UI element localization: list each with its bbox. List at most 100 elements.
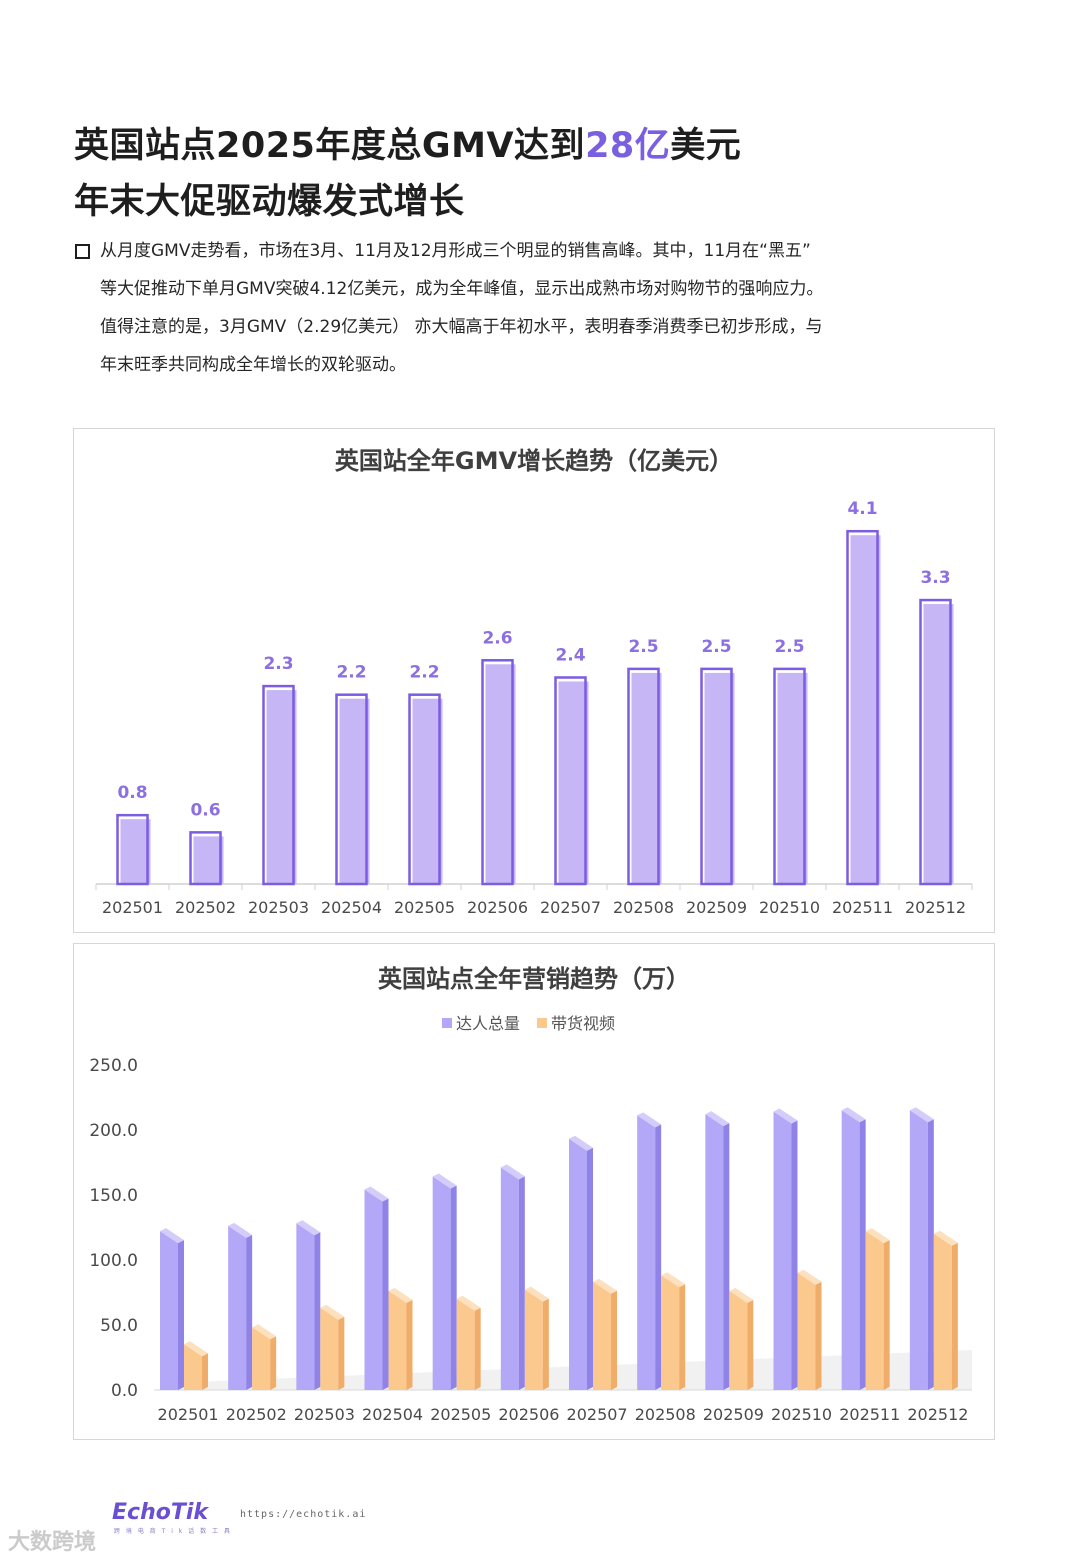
paragraph-line: 值得注意的是，3月GMV（2.29亿美元） 亦大幅高于年初水平，表明春季消费季已… (100, 317, 823, 337)
creator-bar (773, 1111, 792, 1390)
gmv-data-label: 2.6 (482, 628, 512, 648)
creator-bar-top (909, 1107, 934, 1123)
gmv-bar-outline (481, 659, 514, 886)
creator-bar-side (450, 1185, 457, 1390)
paragraph-line: 从月度GMV走势看，市场在3月、11月及12月形成三个明显的销售高峰。其中，11… (100, 241, 811, 261)
gmv-bar-outline (700, 667, 733, 886)
gmv-data-label: 2.5 (628, 637, 658, 657)
creator-bar-side (791, 1120, 798, 1390)
gmv-x-tick-label: 202512 (905, 898, 966, 917)
title-line-2: 年末大促驱动爆发式增长 (74, 182, 465, 222)
video-bar-top (388, 1287, 413, 1303)
gmv-x-tick-label: 202504 (321, 898, 382, 917)
gmv-data-label: 2.2 (409, 663, 439, 683)
video-bar (524, 1289, 543, 1390)
video-bar-top (320, 1304, 345, 1320)
x-tick-label: 202506 (498, 1405, 559, 1424)
creator-bar-top (500, 1164, 525, 1180)
creator-bar (705, 1114, 724, 1390)
creator-bar-side (518, 1176, 525, 1390)
video-bar (933, 1233, 952, 1390)
creator-bar-top (637, 1112, 662, 1128)
legend-swatch (537, 1018, 547, 1028)
video-bar (252, 1327, 271, 1390)
footer-url-link[interactable]: https://echotik.ai (240, 1509, 367, 1520)
gmv-bar-outline (262, 684, 295, 886)
gmv-bar (339, 698, 370, 884)
x-tick-label: 202508 (635, 1405, 696, 1424)
video-bar-side (679, 1284, 686, 1390)
paragraph-line: 等大促推动下单月GMV突破4.12亿美元，成为全年峰值，显示出成熟市场对购物节的… (100, 279, 824, 299)
gmv-bar (120, 819, 151, 884)
gmv-bar (485, 664, 516, 884)
gmv-data-label: 4.1 (847, 499, 877, 519)
gmv-x-tick-label: 202501 (102, 898, 163, 917)
creator-bar-side (927, 1119, 934, 1390)
video-bar-side (951, 1242, 958, 1390)
gmv-data-label: 2.5 (774, 637, 804, 657)
gmv-bar (558, 681, 589, 884)
creator-bar (228, 1225, 247, 1390)
y-tick-label: 100.0 (89, 1251, 138, 1271)
x-tick-label: 202512 (907, 1405, 968, 1424)
creator-bar-top (569, 1135, 593, 1151)
video-bar-side (542, 1298, 549, 1390)
gmv-x-tick-label: 202509 (686, 898, 747, 917)
video-bar (320, 1307, 339, 1390)
video-bar-top (456, 1295, 481, 1311)
page-title: 英国站点2025年度总GMV达到28亿美元 年末大促驱动爆发式增长 (74, 118, 741, 230)
creator-bar-top (364, 1186, 389, 1202)
creator-bar (841, 1110, 860, 1390)
creator-bar-side (655, 1124, 662, 1390)
creator-bar (296, 1223, 315, 1390)
bullet-square-icon (75, 244, 90, 259)
video-bar-side (202, 1353, 208, 1390)
gmv-data-label: 2.5 (701, 637, 731, 657)
creator-bar-top (296, 1220, 321, 1236)
gmv-x-tick-label: 202510 (759, 898, 820, 917)
gmv-bar-outline (773, 667, 806, 886)
gmv-bar (923, 604, 954, 884)
y-tick-label: 50.0 (100, 1316, 138, 1336)
gmv-data-label: 2.2 (336, 663, 366, 683)
video-bar-top (865, 1228, 890, 1244)
creator-bar-top (228, 1222, 253, 1238)
video-bar-top (593, 1278, 617, 1294)
gmv-x-tick-label: 202511 (832, 898, 893, 917)
creator-bar (909, 1110, 928, 1390)
gmv-data-label: 3.3 (920, 568, 950, 588)
video-bar-side (747, 1299, 754, 1390)
x-tick-label: 202505 (430, 1405, 491, 1424)
video-bar (661, 1275, 680, 1390)
chart-floor (154, 1350, 972, 1390)
creator-bar (432, 1176, 451, 1390)
video-bar-top (661, 1272, 686, 1288)
video-bar-top (252, 1324, 277, 1340)
gmv-chart-title: 英国站全年GMV增长趋势（亿美元） (335, 447, 733, 475)
gmv-bar-outline (116, 813, 149, 886)
video-bar-top (184, 1341, 208, 1357)
legend-label: 带货视频 (551, 1014, 615, 1033)
y-tick-label: 0.0 (111, 1381, 138, 1401)
gmv-bar (704, 672, 735, 884)
title-line-1: 英国站点2025年度总GMV达到28亿美元 (74, 126, 742, 166)
video-bar-top (797, 1269, 822, 1285)
creator-bar (500, 1167, 519, 1390)
creator-bar (160, 1231, 178, 1390)
x-tick-label: 202504 (362, 1405, 423, 1424)
creator-bar-top (705, 1111, 730, 1127)
echotik-logo: EchoTik (112, 1500, 209, 1525)
creator-bar (569, 1138, 587, 1390)
video-bar (184, 1344, 202, 1390)
x-tick-label: 202509 (703, 1405, 764, 1424)
creator-bar-side (314, 1232, 321, 1390)
gmv-data-label: 0.8 (117, 783, 147, 803)
creator-bar-top (841, 1107, 866, 1123)
video-bar-top (729, 1287, 754, 1303)
gmv-bar-outline (335, 693, 368, 886)
video-bar-top (933, 1230, 958, 1246)
video-bar-side (883, 1240, 890, 1390)
echotik-logo-subtitle: 跨 境 电 商 T i k 话 数 工 具 (114, 1528, 232, 1535)
creator-bar-top (432, 1173, 457, 1189)
paragraph-line: 年末旺季共同构成全年增长的双轮驱动。 (100, 355, 406, 375)
